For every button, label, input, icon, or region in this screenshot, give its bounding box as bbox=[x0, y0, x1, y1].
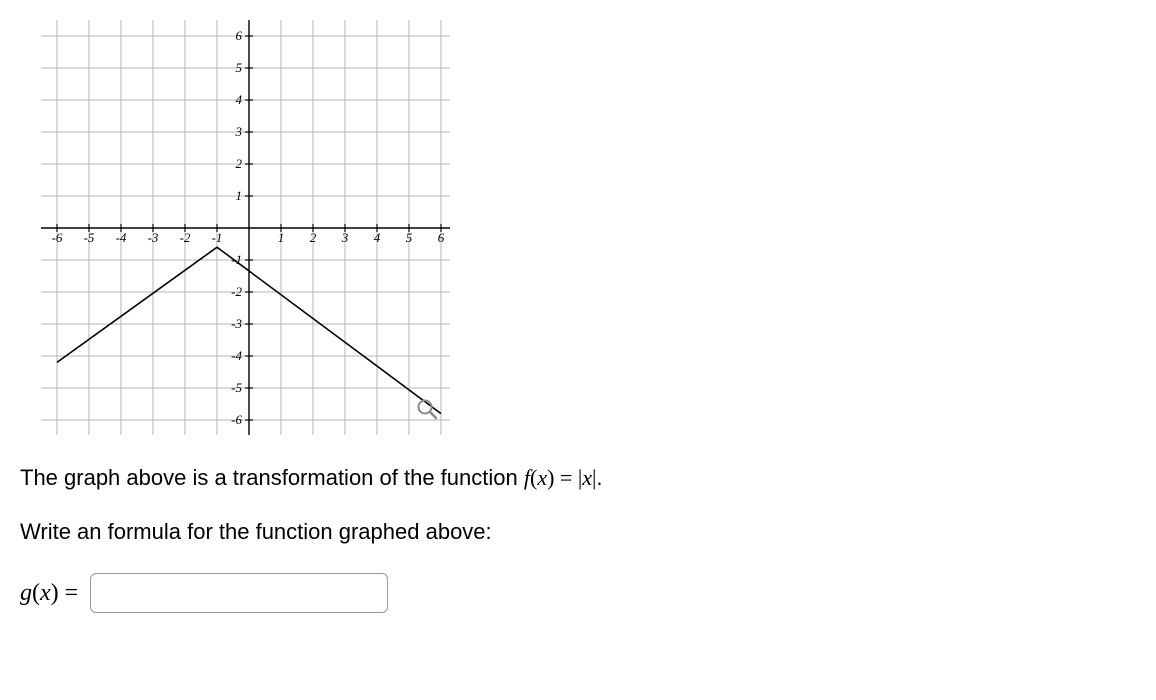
x-tick-label: -1 bbox=[212, 230, 223, 245]
answer-input[interactable] bbox=[90, 573, 388, 613]
prompt-line-2: Write an formula for the function graphe… bbox=[20, 519, 1156, 545]
x-tick-label: 2 bbox=[310, 230, 317, 245]
x-tick-label: -5 bbox=[84, 230, 95, 245]
zoom-icon[interactable] bbox=[416, 398, 438, 420]
y-tick-label: 5 bbox=[236, 60, 243, 75]
graph-panel: -6-5-4-3-2-1123456-6-5-4-3-2-1123456 bbox=[20, 20, 450, 435]
answer-row: g(x) = bbox=[20, 573, 1156, 613]
x-tick-label: -4 bbox=[116, 230, 127, 245]
x-tick-label: 4 bbox=[374, 230, 381, 245]
x-tick-label: -6 bbox=[52, 230, 63, 245]
x-tick-label: 5 bbox=[406, 230, 413, 245]
prompt-line-1: The graph above is a transformation of t… bbox=[20, 465, 1156, 491]
y-tick-label: 6 bbox=[236, 28, 243, 43]
y-tick-label: -6 bbox=[231, 412, 242, 427]
x-tick-label: 3 bbox=[341, 230, 349, 245]
y-tick-label: 2 bbox=[236, 156, 243, 171]
y-tick-label: -3 bbox=[231, 316, 242, 331]
x-tick-label: 6 bbox=[438, 230, 445, 245]
question-container: -6-5-4-3-2-1123456-6-5-4-3-2-1123456 The… bbox=[20, 20, 1156, 613]
prompt1-math: f(x) = |x| bbox=[524, 465, 597, 490]
prompt1-pre: The graph above is a transformation of t… bbox=[20, 465, 524, 490]
y-tick-label: 4 bbox=[236, 92, 243, 107]
x-tick-label: 1 bbox=[278, 230, 285, 245]
y-tick-label: 3 bbox=[235, 124, 243, 139]
y-tick-label: 1 bbox=[236, 188, 243, 203]
y-tick-label: -2 bbox=[231, 284, 242, 299]
graph-svg: -6-5-4-3-2-1123456-6-5-4-3-2-1123456 bbox=[20, 20, 450, 435]
y-tick-label: -5 bbox=[231, 380, 242, 395]
prompt1-post: . bbox=[596, 465, 602, 490]
x-tick-label: -2 bbox=[180, 230, 191, 245]
y-tick-label: -4 bbox=[231, 348, 242, 363]
x-tick-label: -3 bbox=[148, 230, 159, 245]
answer-label: g(x) = bbox=[20, 580, 78, 607]
